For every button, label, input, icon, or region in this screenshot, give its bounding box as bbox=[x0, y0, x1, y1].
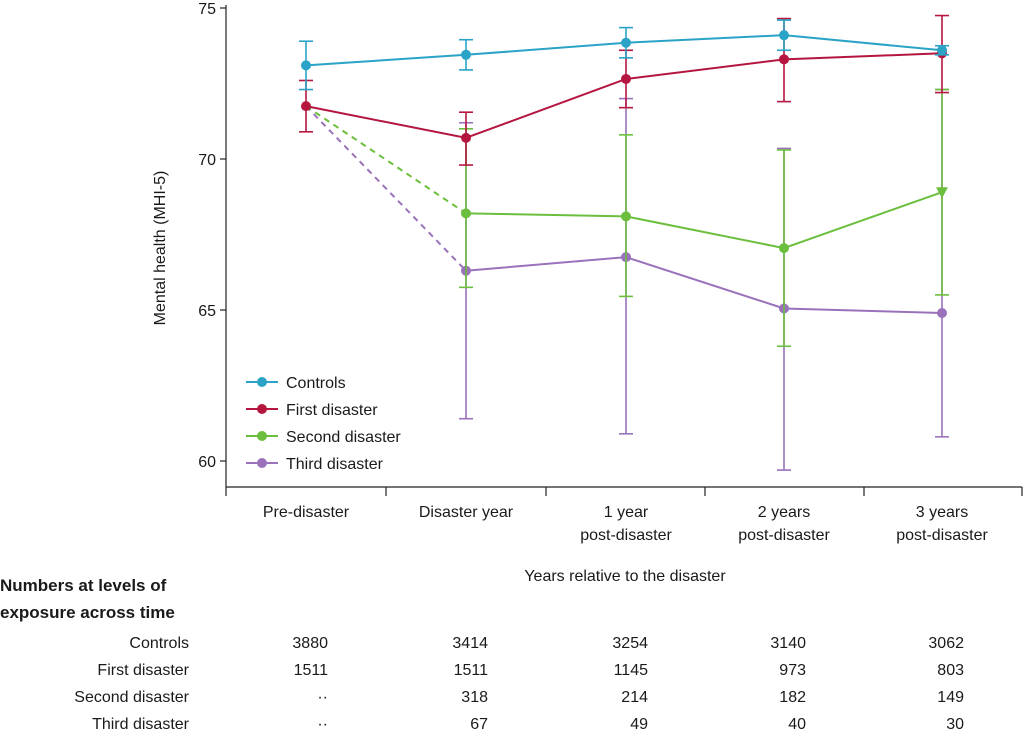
axes: 60 65 70 75 Pre-disaster Disaster year 1 year p… bbox=[198, 1, 1023, 544]
x-tick-label: 1 year bbox=[604, 504, 649, 521]
x-tick-label: post-disaster bbox=[896, 527, 988, 544]
data-point bbox=[461, 49, 471, 60]
data-point bbox=[937, 308, 947, 319]
y-tick-label: 75 bbox=[198, 1, 216, 18]
numbers-at-risk-table: Numbers at levels of exposure across time… bbox=[0, 576, 964, 733]
series-second-disaster bbox=[305, 88, 949, 348]
table-cell: ·· bbox=[317, 689, 328, 706]
legend-swatch-marker bbox=[257, 431, 267, 441]
table-cell: 318 bbox=[461, 689, 488, 706]
table-cell: 1511 bbox=[294, 662, 329, 679]
table-cell: 803 bbox=[937, 662, 964, 679]
table-row-label: First disaster bbox=[97, 662, 189, 679]
legend: Controls First disaster Second disaster Thi… bbox=[246, 375, 401, 473]
x-axis-title: Years relative to the disaster bbox=[524, 568, 726, 585]
table-cell: 49 bbox=[630, 716, 648, 733]
table-row-label: Controls bbox=[129, 635, 189, 652]
legend-label: Second disaster bbox=[286, 429, 401, 446]
table-cell: 1511 bbox=[454, 662, 489, 679]
table-cell: 3254 bbox=[612, 635, 648, 652]
x-tick-label: 3 years bbox=[916, 504, 968, 521]
legend-label: Third disaster bbox=[286, 456, 384, 473]
table-cell: 30 bbox=[946, 716, 964, 733]
data-point bbox=[779, 30, 789, 41]
data-point bbox=[937, 45, 947, 56]
table-cell: 67 bbox=[470, 716, 488, 733]
table-row-label: Second disaster bbox=[74, 689, 189, 706]
table-cell: 973 bbox=[779, 662, 806, 679]
data-point bbox=[461, 132, 471, 143]
table-cell: 3880 bbox=[292, 635, 328, 652]
x-tick-label: 2 years bbox=[758, 504, 810, 521]
x-tick-label: Disaster year bbox=[419, 504, 514, 521]
x-tick-label: post-disaster bbox=[580, 527, 672, 544]
series-line bbox=[465, 191, 943, 250]
series-layer bbox=[299, 14, 949, 471]
table-cell: 149 bbox=[937, 689, 964, 706]
y-tick-label: 70 bbox=[198, 152, 216, 169]
table-cell: 182 bbox=[779, 689, 806, 706]
table-cell: 3414 bbox=[452, 635, 488, 652]
data-point bbox=[461, 208, 471, 219]
series-line bbox=[305, 52, 943, 139]
table-title: Numbers at levels of bbox=[0, 576, 167, 595]
data-point bbox=[936, 187, 948, 199]
legend-swatch-marker bbox=[257, 404, 267, 414]
series-line bbox=[465, 256, 943, 315]
legend-label: Controls bbox=[286, 375, 346, 392]
table-title: exposure across time bbox=[0, 603, 175, 622]
data-point bbox=[779, 54, 789, 65]
table-cell: ·· bbox=[317, 716, 328, 733]
dashed-connector bbox=[305, 105, 467, 272]
table-cell: 3062 bbox=[928, 635, 964, 652]
table-cell: 214 bbox=[621, 689, 648, 706]
data-point bbox=[621, 37, 631, 48]
table-row-label: Third disaster bbox=[92, 716, 190, 733]
data-point bbox=[779, 243, 789, 254]
table-cell: 3140 bbox=[770, 635, 806, 652]
data-point bbox=[621, 211, 631, 222]
legend-swatch-marker bbox=[257, 377, 267, 387]
table-cell: 1145 bbox=[614, 662, 649, 679]
series-first-disaster bbox=[299, 14, 949, 166]
x-tick-label: post-disaster bbox=[738, 527, 830, 544]
y-axis-title: Mental health (MHI-5) bbox=[152, 171, 169, 326]
series-third-disaster bbox=[305, 88, 949, 471]
data-point bbox=[301, 60, 311, 71]
data-point bbox=[301, 101, 311, 112]
table-cell: 40 bbox=[788, 716, 806, 733]
y-tick-label: 65 bbox=[198, 303, 216, 320]
y-tick-label: 60 bbox=[198, 454, 216, 471]
x-tick-label: Pre-disaster bbox=[263, 504, 350, 521]
legend-label: First disaster bbox=[286, 402, 378, 419]
data-point bbox=[621, 73, 631, 84]
series-controls bbox=[299, 19, 949, 91]
legend-swatch-marker bbox=[257, 458, 267, 468]
